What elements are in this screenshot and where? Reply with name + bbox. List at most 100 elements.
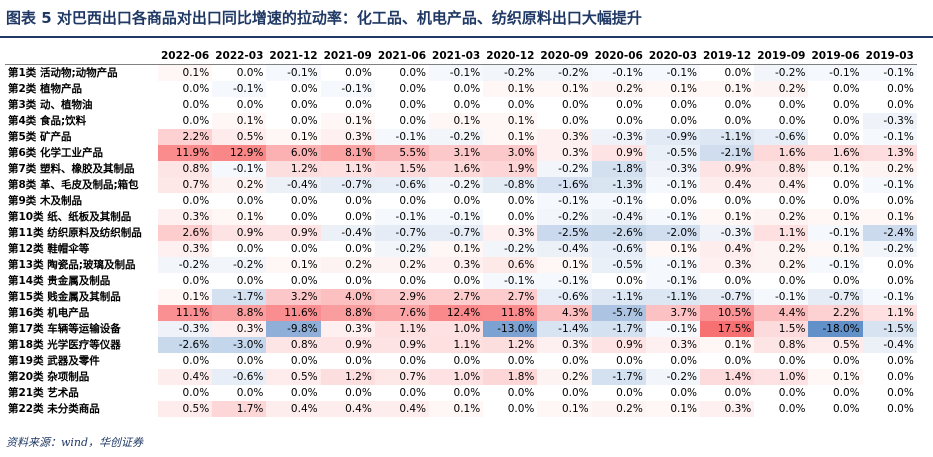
table-cell: 1.6% xyxy=(754,145,809,161)
table-row: 第11类 纺织原料及纺织制品 2.6% 0.9% 0.9% -0.4% -0.7% -0.7… xyxy=(5,225,917,241)
table-cell: 0.1% xyxy=(483,113,538,129)
table-row: 第13类 陶瓷品;玻璃及制品 -0.2% -0.2% 0.1% 0.2% 0.2% 0.3%… xyxy=(5,257,917,273)
table-cell: 10.5% xyxy=(700,305,755,321)
table-cell: 0.0% xyxy=(483,97,538,113)
table-cell: -0.7% xyxy=(320,177,375,193)
table-cell: 0.3% xyxy=(158,241,213,257)
table-cell: 0.7% xyxy=(374,369,430,385)
table-cell: -0.2% xyxy=(537,64,592,81)
table-cell: 0.1% xyxy=(808,241,863,257)
table-cell: -1.4% xyxy=(537,321,592,337)
table-cell: 0.3% xyxy=(537,129,592,145)
table-cell: -0.1% xyxy=(591,193,646,209)
table-cell: 0.6% xyxy=(483,257,538,273)
table-row: 第15类 贱金属及其制品 0.1% -1.7% 3.2% 4.0% 2.9% 2.7% 2.7… xyxy=(5,289,917,305)
table-cell: -0.1% xyxy=(266,64,321,81)
table-cell: -0.1% xyxy=(483,273,538,289)
column-header: 2022-03 xyxy=(212,48,267,65)
table-cell: 12.4% xyxy=(429,305,484,321)
row-label: 第18类 光学医疗等仪器 xyxy=(8,339,121,351)
table-cell: -0.3% xyxy=(591,129,646,145)
table-cell: 0.0% xyxy=(645,113,701,129)
table-cell: 0.0% xyxy=(320,193,375,209)
table-row: 第12类 鞋帽伞等 0.3% 0.0% 0.0% 0.0% -0.2% 0.1% -0.2% -… xyxy=(5,241,917,257)
table-cell: 0.5% xyxy=(808,337,863,353)
table-cell: 0.0% xyxy=(266,353,321,369)
table-cell: 0.2% xyxy=(862,161,917,177)
table-cell: -1.1% xyxy=(700,129,755,145)
table-cell: 0.0% xyxy=(700,193,755,209)
table-cell: 1.1% xyxy=(374,321,430,337)
row-label: 第16类 机电产品 xyxy=(8,307,90,319)
table-cell: 12.9% xyxy=(212,145,267,161)
table-cell: -0.3% xyxy=(862,113,917,129)
table-cell: 0.0% xyxy=(266,209,321,225)
row-label: 第20类 杂项制品 xyxy=(8,371,90,383)
table-cell: 4.3% xyxy=(537,305,592,321)
table-cell: -2.0% xyxy=(645,225,701,241)
table-cell: 0.0% xyxy=(429,81,484,97)
table-cell: 0.0% xyxy=(266,193,321,209)
table-cell: -0.1% xyxy=(808,257,863,273)
table-cell: -0.7% xyxy=(808,289,863,305)
table-cell: -0.2% xyxy=(429,129,484,145)
table-cell: 1.3% xyxy=(862,145,917,161)
table-cell: 0.4% xyxy=(700,177,755,193)
table-row: 第19类 武器及零件 0.0% 0.0% 0.0% 0.0% 0.0% 0.0% 0.0% 0.… xyxy=(5,353,917,369)
table-row: 第22类 未分类商品 0.5% 1.7% 0.4% 0.4% 0.4% 0.1% 0.0% 0.… xyxy=(5,401,917,417)
table-cell: -1.7% xyxy=(212,289,267,305)
table-cell: 0.0% xyxy=(212,64,267,81)
table-cell: 0.0% xyxy=(429,273,484,289)
table-cell: -0.2% xyxy=(537,161,592,177)
table-cell: -0.4% xyxy=(320,225,375,241)
table-cell: 0.0% xyxy=(537,385,592,401)
table-cell: 0.1% xyxy=(808,209,863,225)
table-cell: 0.1% xyxy=(266,129,321,145)
table-cell: -0.6% xyxy=(591,241,646,257)
column-header: 2020-06 xyxy=(591,48,646,65)
table-row: 第14类 贵金属及制品 0.0% 0.0% 0.0% 0.0% 0.0% 0.0% -0.1%… xyxy=(5,273,917,289)
table-cell: 3.1% xyxy=(429,145,484,161)
table-cell: 1.2% xyxy=(483,337,538,353)
table-cell: 2.6% xyxy=(158,225,213,241)
table-cell: 0.9% xyxy=(374,337,430,353)
table-cell: -0.1% xyxy=(862,129,917,145)
table-cell: -0.1% xyxy=(862,289,917,305)
table-cell: 0.1% xyxy=(808,161,863,177)
table-cell: 0.0% xyxy=(862,401,917,417)
table-cell: 0.0% xyxy=(212,97,267,113)
table-cell: -0.7% xyxy=(374,225,430,241)
table-row: 第3类 动、植物油 0.0% 0.0% 0.0% 0.0% 0.0% 0.0% 0.0% 0.0… xyxy=(5,97,917,113)
table-cell: -13.0% xyxy=(483,321,538,337)
column-header: 2022-06 xyxy=(158,48,213,65)
row-label: 第1类 活动物;动物产品 xyxy=(8,67,118,79)
table-cell: 0.3% xyxy=(320,129,375,145)
table-cell: 1.5% xyxy=(374,161,430,177)
table-cell: -0.6% xyxy=(212,369,267,385)
row-label: 第8类 革、毛皮及制品;箱包 xyxy=(8,179,139,191)
table-cell: 0.0% xyxy=(591,97,646,113)
table-cell: -2.5% xyxy=(537,225,592,241)
table-cell: 0.1% xyxy=(862,209,917,225)
table-cell: 1.6% xyxy=(429,161,484,177)
table-cell: 0.0% xyxy=(374,81,430,97)
table-cell: -0.1% xyxy=(645,209,701,225)
table-cell: 0.0% xyxy=(537,113,592,129)
table-cell: -0.2% xyxy=(158,257,213,273)
table-cell: 0.0% xyxy=(591,113,646,129)
table-cell: 0.3% xyxy=(645,337,701,353)
table-cell: -1.7% xyxy=(591,369,646,385)
table-cell: 0.7% xyxy=(158,177,213,193)
table-cell: -0.1% xyxy=(374,129,430,145)
row-label: 第15类 贱金属及其制品 xyxy=(8,291,121,303)
table-row: 第10类 纸、纸板及其制品 0.3% 0.1% 0.0% 0.0% -0.1% -0.1% 0… xyxy=(5,209,917,225)
table-cell: -0.6% xyxy=(754,129,809,145)
table-cell: 0.0% xyxy=(591,385,646,401)
table-cell: -9.8% xyxy=(266,321,321,337)
table-cell: 0.0% xyxy=(212,353,267,369)
table-cell: -0.1% xyxy=(429,64,484,81)
table-row: 第2类 植物产品 0.0% -0.1% 0.0% -0.1% 0.0% 0.0% 0.1% 0.… xyxy=(5,81,917,97)
table-cell: -0.1% xyxy=(754,289,809,305)
table-cell: 1.1% xyxy=(754,225,809,241)
table-cell: 0.0% xyxy=(320,353,375,369)
